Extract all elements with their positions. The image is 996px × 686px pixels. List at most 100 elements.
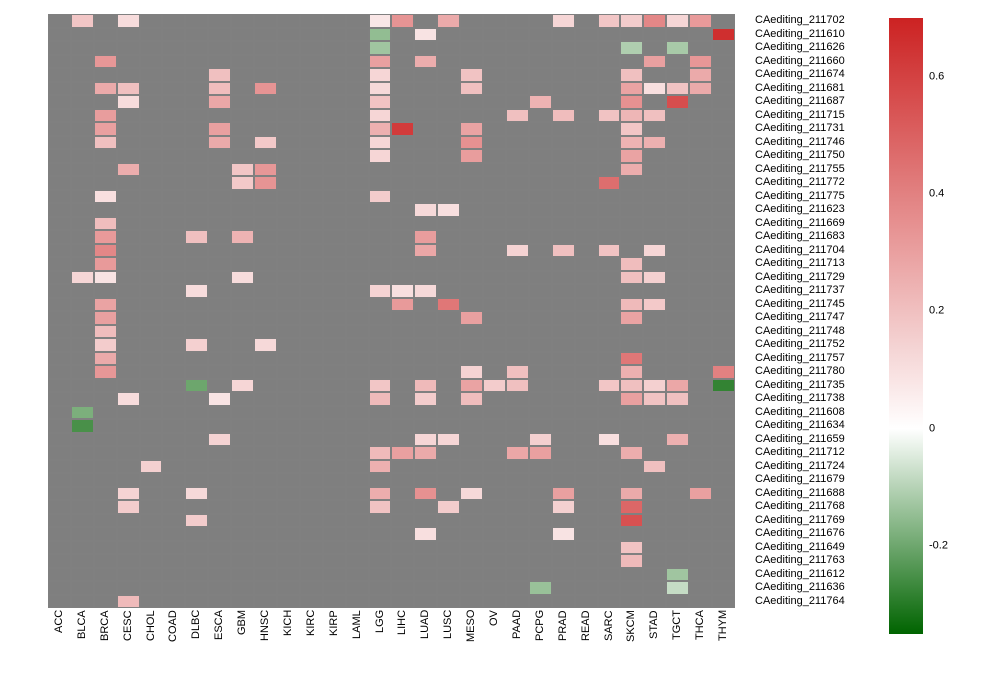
heatmap-cell <box>597 54 621 68</box>
heatmap-cell <box>208 486 232 500</box>
heatmap-cell <box>208 162 232 176</box>
heatmap-cell <box>437 27 461 41</box>
heatmap-cell <box>414 14 438 28</box>
heatmap-cell <box>437 135 461 149</box>
heatmap-cell <box>643 365 667 379</box>
heatmap-cell <box>505 95 529 109</box>
heatmap-cell <box>208 189 232 203</box>
heatmap-cell <box>391 81 415 95</box>
heatmap-cell <box>70 230 94 244</box>
heatmap-cell <box>48 284 71 298</box>
heatmap-cell <box>712 54 735 68</box>
heatmap-cell <box>345 513 369 527</box>
heatmap-cell <box>528 14 552 28</box>
heatmap-cell <box>345 554 369 568</box>
heatmap-cell <box>208 122 232 136</box>
heatmap-cell <box>322 500 346 514</box>
heatmap-cell <box>391 554 415 568</box>
heatmap-cell <box>643 297 667 311</box>
row-label: CAediting_211688 <box>755 486 845 499</box>
heatmap-cell <box>368 81 392 95</box>
heatmap-cell <box>666 162 690 176</box>
column-label: READ <box>579 610 592 641</box>
heatmap-cell <box>254 230 277 244</box>
column-label: ACC <box>52 610 65 634</box>
heatmap-cell <box>208 513 232 527</box>
heatmap-cell <box>414 284 438 298</box>
heatmap-cell <box>689 432 713 446</box>
heatmap-cell <box>483 459 506 473</box>
heatmap-cell <box>93 41 117 55</box>
heatmap-cell <box>93 378 117 392</box>
heatmap-cell <box>299 324 323 338</box>
heatmap-cell <box>505 527 529 541</box>
heatmap-cell <box>162 176 186 190</box>
heatmap-cell <box>620 392 644 406</box>
row-label: CAediting_211747 <box>755 311 845 323</box>
heatmap-cell <box>185 581 209 595</box>
heatmap-cell <box>70 68 94 82</box>
heatmap-cell <box>299 419 323 433</box>
heatmap-cell <box>643 378 667 392</box>
heatmap-cell <box>414 176 438 190</box>
heatmap-cell <box>139 14 163 28</box>
heatmap-cell <box>139 176 163 190</box>
heatmap-cell <box>48 135 71 149</box>
heatmap-cell <box>460 203 484 217</box>
heatmap-cell <box>322 567 346 581</box>
heatmap-cell <box>505 581 529 595</box>
heatmap-cell <box>185 432 209 446</box>
heatmap-cell <box>483 324 506 338</box>
heatmap-cell <box>162 95 186 109</box>
heatmap-cell <box>368 149 392 163</box>
heatmap-cell <box>551 459 575 473</box>
heatmap-cell <box>505 216 529 230</box>
heatmap-cell <box>620 473 644 487</box>
heatmap-cell <box>666 257 690 271</box>
heatmap-cell <box>620 108 644 122</box>
heatmap-cell <box>505 459 529 473</box>
heatmap-cell <box>437 392 461 406</box>
heatmap-cell <box>620 270 644 284</box>
heatmap-cell <box>276 473 300 487</box>
column-label: LUSC <box>442 610 455 640</box>
heatmap-cell <box>666 54 690 68</box>
column-label: ESCA <box>213 610 226 640</box>
row-label: CAediting_211612 <box>755 567 845 580</box>
heatmap-cell <box>689 135 713 149</box>
heatmap-cell <box>528 338 552 352</box>
heatmap-cell <box>276 14 300 28</box>
heatmap-cell <box>620 257 644 271</box>
heatmap-cell <box>643 122 667 136</box>
heatmap-cell <box>254 378 277 392</box>
heatmap-cell <box>322 540 346 554</box>
color-legend-gradient-bar <box>889 18 923 634</box>
heatmap-cell <box>116 122 140 136</box>
heatmap-cell <box>597 95 621 109</box>
heatmap-cell <box>666 176 690 190</box>
heatmap-cell <box>322 216 346 230</box>
heatmap-cell <box>254 108 277 122</box>
heatmap-cell <box>276 27 300 41</box>
heatmap-cell <box>483 351 506 365</box>
heatmap-cell <box>689 378 713 392</box>
heatmap-cell <box>505 419 529 433</box>
heatmap-cell <box>483 446 506 460</box>
heatmap-cell <box>414 567 438 581</box>
heatmap-cell <box>322 432 346 446</box>
heatmap-cell <box>505 540 529 554</box>
heatmap-cell <box>93 432 117 446</box>
heatmap-cell <box>620 203 644 217</box>
heatmap-cell <box>185 351 209 365</box>
heatmap-cell <box>162 581 186 595</box>
heatmap-cell <box>208 473 232 487</box>
heatmap-cell <box>414 216 438 230</box>
heatmap-cell <box>231 54 255 68</box>
heatmap-cell <box>414 378 438 392</box>
heatmap-cell <box>139 405 163 419</box>
heatmap-cell <box>185 81 209 95</box>
heatmap-cell <box>208 54 232 68</box>
heatmap-cell <box>70 405 94 419</box>
heatmap-cell <box>666 297 690 311</box>
heatmap-cell <box>574 338 598 352</box>
